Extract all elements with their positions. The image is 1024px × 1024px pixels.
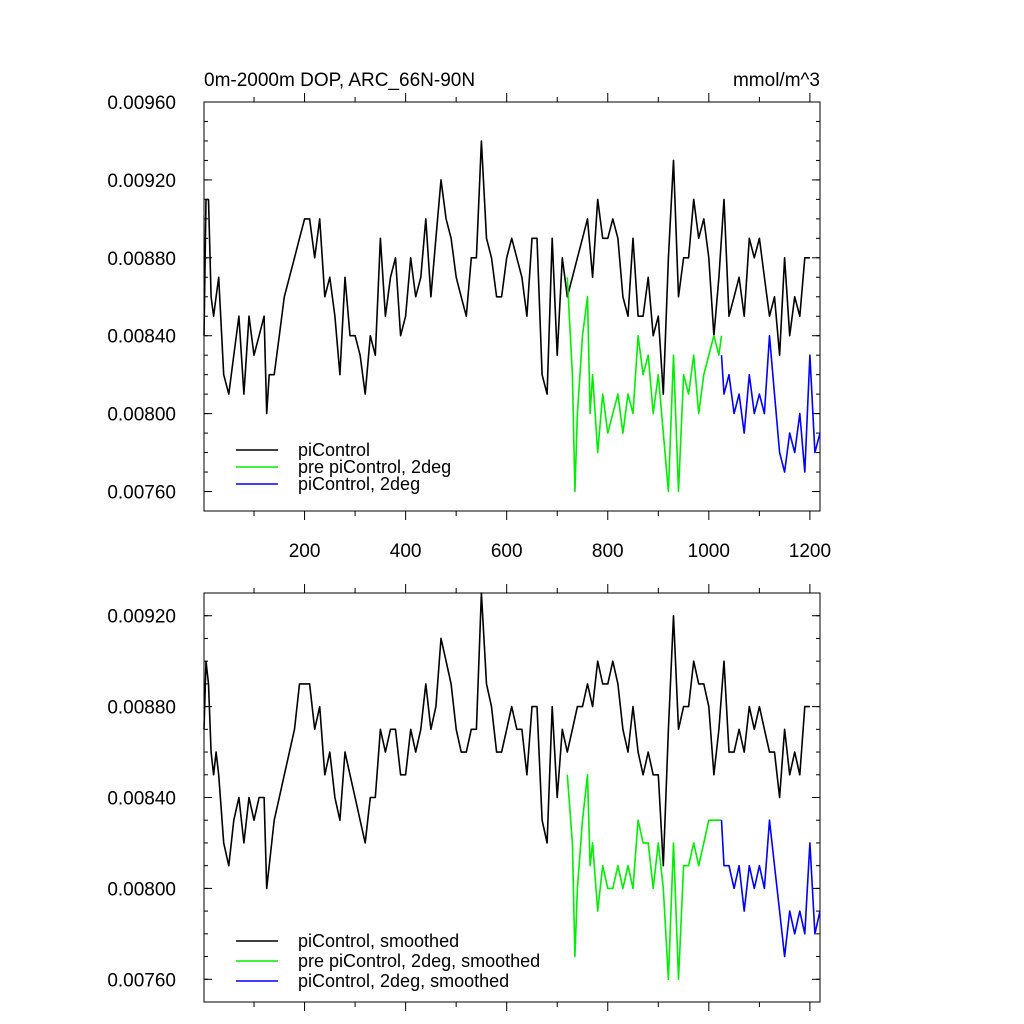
legend-label: piControl — [298, 440, 370, 460]
x-axis — [253, 584, 811, 1011]
top-panel: 0m-2000m DOP, ARC_66N-90N mmol/m^3 0.007… — [107, 70, 831, 562]
y-tick-label: 0.00800 — [107, 879, 176, 900]
series-line-2 — [720, 819, 821, 958]
y-axis: 0.00760 0.00800 0.00840 0.00880 0.00920 0.009… — [107, 93, 820, 512]
series-line-1 — [566, 277, 723, 493]
plot-frame — [203, 101, 821, 512]
series-line-1 — [566, 773, 722, 981]
y-tick-label: 0.00840 — [107, 789, 176, 810]
units-label: mmol/m^3 — [733, 70, 820, 91]
legend-label: piControl, smoothed — [298, 931, 459, 951]
series-line-2 — [720, 334, 821, 473]
legend-label: pre piControl, 2deg, smoothed — [298, 951, 540, 971]
y-tick-label: 0.00760 — [107, 483, 176, 504]
x-tick-label: 1200 — [789, 541, 831, 562]
bottom-panel: 0.00760 0.00800 0.00840 0.00880 0.00920 piCo… — [107, 584, 821, 1011]
legend-label: pre piControl, 2deg — [298, 457, 451, 477]
y-tick-label: 0.00880 — [107, 249, 176, 270]
legend-label: piControl, 2deg — [298, 474, 420, 494]
y-tick-label: 0.00880 — [107, 698, 176, 719]
chart-title: 0m-2000m DOP, ARC_66N-90N — [204, 70, 475, 91]
y-tick-label: 0.00960 — [107, 93, 176, 114]
series-lines — [203, 140, 821, 493]
y-tick-label: 0.00920 — [107, 607, 176, 628]
plot-frame — [203, 592, 821, 1003]
x-axis: 200 400 600 800 1000 1200 — [253, 93, 831, 562]
x-tick-label: 200 — [289, 541, 321, 562]
series-line-0 — [203, 140, 810, 415]
x-tick-label: 600 — [491, 541, 523, 562]
series-line-0 — [203, 592, 810, 890]
y-tick-label: 0.00920 — [107, 171, 176, 192]
x-tick-label: 1000 — [688, 541, 730, 562]
y-axis: 0.00760 0.00800 0.00840 0.00880 0.00920 — [107, 592, 820, 1003]
legend-label: piControl, 2deg, smoothed — [298, 971, 509, 991]
series-lines — [203, 592, 821, 981]
y-tick-label: 0.00800 — [107, 405, 176, 426]
y-tick-label: 0.00840 — [107, 327, 176, 348]
y-tick-label: 0.00760 — [107, 970, 176, 991]
x-tick-label: 400 — [390, 541, 422, 562]
x-tick-label: 800 — [592, 541, 624, 562]
